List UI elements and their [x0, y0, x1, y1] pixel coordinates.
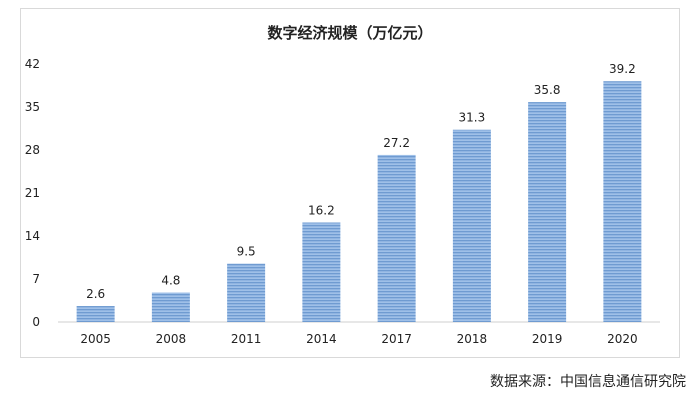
bar-value-label: 9.5 [237, 245, 256, 259]
y-tick-label: 14 [25, 229, 40, 243]
bar [227, 263, 266, 322]
bar-value-label: 31.3 [459, 111, 486, 125]
y-tick-label: 35 [25, 100, 40, 114]
x-tick-label: 2005 [80, 332, 111, 346]
y-tick-label: 21 [25, 186, 40, 200]
y-tick-label: 0 [32, 315, 40, 329]
bar [452, 129, 491, 322]
x-tick-label: 2019 [532, 332, 563, 346]
bar-value-label: 4.8 [161, 274, 180, 288]
bar-value-label: 27.2 [383, 136, 410, 150]
bars [76, 81, 642, 322]
source-note: 数据来源：中国信息通信研究院 [490, 374, 686, 390]
x-axis: 2005 2008 2011 2014 2017 2018 2019 2020 [58, 321, 660, 346]
x-tick-label: 2008 [156, 332, 187, 346]
x-tick-label: 2014 [306, 332, 337, 346]
bar-labels: 2.6 4.8 9.5 16.2 27.2 31.3 35.8 39.2 [86, 62, 636, 301]
bar-value-label: 35.8 [534, 83, 561, 97]
bar [603, 81, 642, 322]
bar [377, 154, 416, 322]
bar [528, 102, 567, 322]
bar-value-label: 2.6 [86, 287, 105, 301]
y-tick-label: 28 [25, 143, 40, 157]
y-axis: 0 7 14 21 28 35 42 [25, 57, 40, 329]
x-tick-label: 2020 [607, 332, 638, 346]
bar [151, 292, 190, 322]
x-tick-label: 2018 [457, 332, 488, 346]
x-tick-label: 2011 [231, 332, 262, 346]
chart-frame [20, 8, 680, 358]
bar-value-label: 16.2 [308, 203, 335, 217]
chart-title: 数字经济规模（万亿元） [267, 24, 433, 42]
y-tick-label: 7 [32, 272, 40, 286]
y-tick-label: 42 [25, 57, 40, 71]
bar [76, 306, 115, 322]
bar-value-label: 39.2 [609, 62, 636, 76]
bar [302, 222, 341, 322]
x-tick-label: 2017 [381, 332, 412, 346]
